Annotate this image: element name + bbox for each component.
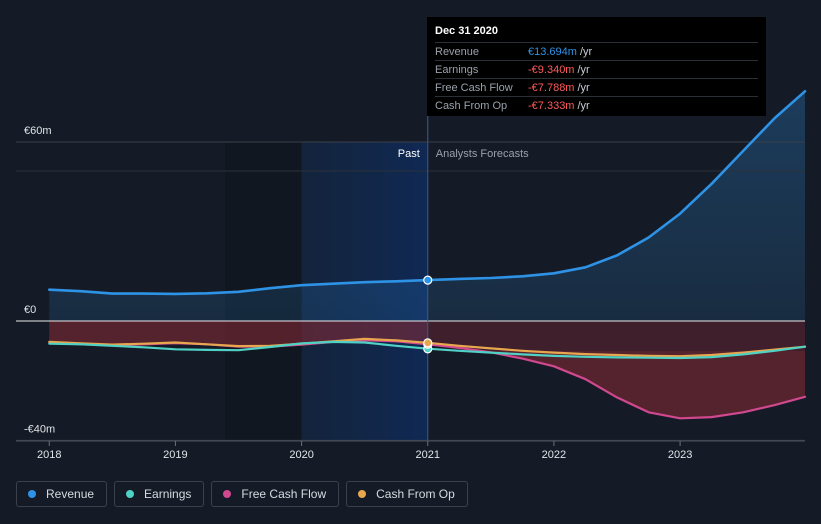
legend-item-earnings[interactable]: Earnings [114, 481, 205, 507]
legend-item-cash-from-op[interactable]: Cash From Op [346, 481, 468, 507]
tooltip-row-free-cash-flow: Free Cash Flow -€7.788m /yr [435, 78, 758, 96]
past-label: Past [398, 148, 420, 160]
legend: Revenue Earnings Free Cash Flow Cash Fro… [16, 481, 468, 507]
tooltip-label: Revenue [435, 45, 480, 58]
marker-cash-from-op [423, 338, 433, 348]
tooltip-date: Dec 31 2020 [435, 25, 498, 37]
x-tick-label: 2022 [542, 449, 566, 461]
forecast-negative-dim [427, 321, 805, 351]
x-tick-label: 2018 [37, 449, 61, 461]
x-tick-label: 2023 [668, 449, 692, 461]
tooltip-label: Earnings [435, 63, 479, 76]
legend-label: Cash From Op [376, 487, 455, 501]
earnings-dot-icon [126, 490, 135, 498]
tooltip-label: Free Cash Flow [435, 81, 513, 94]
tooltip-value: -€7.333m [528, 99, 575, 112]
tooltip: Dec 31 2020 Revenue €13.694m /yr Earning… [427, 17, 766, 116]
legend-item-revenue[interactable]: Revenue [16, 481, 108, 507]
cash-from-op-dot-icon [358, 490, 367, 498]
tooltip-unit: /yr [579, 45, 593, 58]
tooltip-value: -€9.340m [528, 63, 575, 76]
y-tick-label: €60m [24, 125, 52, 137]
revenue-area [49, 91, 806, 322]
tooltip-row-cash-from-op: Cash From Op -€7.333m /yr [435, 96, 758, 114]
forecast-label: Analysts Forecasts [436, 148, 529, 160]
tooltip-value: -€7.788m [528, 81, 575, 94]
revenue-dot-icon [28, 490, 36, 498]
y-tick-label: €0 [24, 304, 36, 316]
legend-label: Earnings [144, 487, 192, 501]
free-cash-flow-dot-icon [223, 490, 232, 498]
x-tick-label: 2020 [289, 449, 313, 461]
tooltip-unit: /yr [577, 63, 590, 76]
chart: €60m €0 -€40m 2018 2019 2020 2021 2022 2023 Past… [16, 17, 807, 461]
x-tick-label: 2021 [416, 449, 440, 461]
tooltip-unit: /yr [577, 81, 590, 94]
y-tick-label: -€40m [24, 423, 55, 435]
tooltip-row-revenue: Revenue €13.694m /yr [435, 42, 758, 60]
tooltip-label: Cash From Op [435, 99, 508, 112]
marker-revenue [423, 275, 433, 285]
tooltip-value: €13.694m [528, 45, 577, 58]
legend-item-free-cash-flow[interactable]: Free Cash Flow [211, 481, 340, 507]
legend-label: Free Cash Flow [241, 487, 327, 501]
tooltip-unit: /yr [577, 99, 590, 112]
tooltip-row-earnings: Earnings -€9.340m /yr [435, 60, 758, 78]
x-tick-label: 2019 [163, 449, 187, 461]
legend-label: Revenue [46, 487, 95, 501]
